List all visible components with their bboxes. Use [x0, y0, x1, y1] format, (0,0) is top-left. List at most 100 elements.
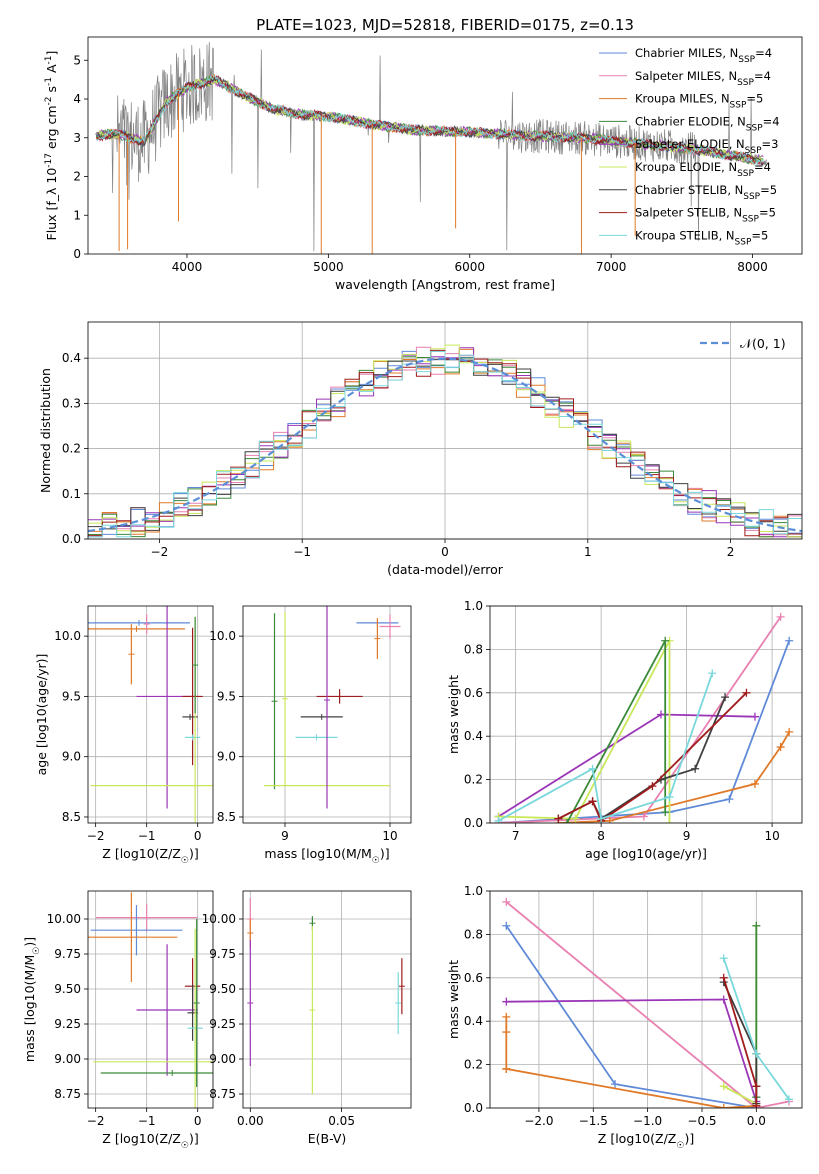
plot-area-age_vs_Z: [88, 606, 213, 823]
axes-age_vs_Z: −2 −1 0 8.5 9.0 9.5 10.0 Z [log10(Z/Z☉)] age [lo…: [34, 605, 214, 866]
x-tick-label: 0: [194, 1114, 202, 1128]
x-tick-label: 4000: [172, 260, 203, 274]
x-tick-label: −1.5: [579, 1114, 608, 1128]
y-tick-label: 0.0: [62, 532, 81, 546]
x-tick-label: 8: [597, 829, 605, 843]
plus-marker: [656, 710, 665, 719]
plus-marker: [502, 1028, 511, 1037]
axes-mass_weight_vs_age: 7 8 9 10 0.0 0.2 0.4 0.6 0.8 1.0 age [log10(age/yr…: [446, 599, 803, 861]
plus-marker: [502, 997, 511, 1006]
x-tick-label: 9: [683, 829, 691, 843]
plus-marker: [752, 1101, 761, 1108]
y-axis-label: mass weight: [446, 675, 461, 754]
plus-marker: [784, 1095, 793, 1104]
plus-marker: [725, 795, 734, 804]
plus-marker: [752, 1082, 761, 1091]
plus-marker: [562, 819, 571, 823]
plot-area-residuals: [88, 344, 802, 538]
plus-marker: [665, 792, 674, 801]
x-axis-label: Z [log10(Z/Z☉)]: [102, 1131, 198, 1151]
plus-marker: [588, 797, 597, 806]
y-tick-label: 0: [73, 247, 81, 261]
y-tick-label: 0.8: [464, 927, 483, 941]
y-tick-label: 8.75: [209, 1087, 236, 1101]
plus-marker: [494, 816, 503, 823]
y-tick-label: 10.00: [47, 912, 81, 926]
figure-title: PLATE=1023, MJD=52818, FIBERID=0175, z=0…: [256, 16, 634, 34]
y-tick-label: 9.0: [62, 750, 81, 764]
plus-marker: [776, 612, 785, 621]
legend-label: Salpeter MILES, NSSP=4: [635, 69, 771, 88]
x-tick-label: 1: [584, 545, 592, 559]
y-tick-label: 5: [73, 53, 81, 67]
y-tick-label: 0.2: [464, 1058, 483, 1072]
y-tick-label: 0.2: [62, 442, 81, 456]
x-tick-label: 9: [281, 829, 289, 843]
y-tick-label: 1.0: [464, 599, 483, 613]
x-tick-label: 7: [512, 829, 520, 843]
plus-marker: [571, 814, 580, 823]
x-tick-label: 0: [441, 545, 449, 559]
plus-marker: [611, 1080, 620, 1089]
y-tick-label: 9.00: [54, 1052, 81, 1066]
model-spectrum-kroupa_stelib: [96, 74, 764, 166]
y-tick-label: 1: [73, 208, 81, 222]
y-tick-label: 4: [73, 92, 81, 106]
legend-label: Salpeter STELIB, NSSP=5: [635, 206, 776, 225]
plot-area-mass_vs_EBV: [247, 898, 405, 1094]
y-axis-label: Normed distribution: [38, 368, 53, 493]
y-tick-label: 8.75: [54, 1087, 81, 1101]
plus-marker: [719, 1104, 728, 1108]
axes-mass_vs_Z: −2 −1 0 8.75 9.00 9.25 9.50 9.75 10.00 Z [log10(Z…: [22, 890, 214, 1151]
plus-marker: [721, 693, 730, 702]
plus-marker: [708, 669, 717, 678]
legend-label: Kroupa STELIB, NSSP=5: [635, 228, 768, 247]
x-tick-label: 2: [727, 545, 735, 559]
legend-label: Chabrier STELIB, NSSP=5: [635, 183, 777, 202]
weight-line-chabrier_miles: [498, 640, 791, 823]
y-tick-label: 0.6: [464, 686, 483, 700]
y-tick-label: 9.50: [209, 982, 236, 996]
plus-marker: [752, 921, 761, 930]
plus-marker: [639, 812, 648, 821]
x-tick-label: 0.05: [328, 1114, 355, 1128]
y-tick-label: 0.4: [464, 729, 483, 743]
plus-marker: [648, 782, 657, 791]
plus-marker: [742, 688, 751, 697]
legend-label: Chabrier MILES, NSSP=4: [635, 46, 772, 65]
axes-mass_weight_vs_Z: −2.0 −1.5 −1.0 −0.5 0.0 0.0 0.2 0.4 0.6 0.8 1.0 Z […: [446, 884, 803, 1151]
axes-frame: [87, 605, 214, 824]
histogram-chabrier_elodie: [88, 356, 802, 538]
plus-marker: [750, 712, 759, 721]
plus-marker: [502, 1012, 511, 1021]
x-tick-label: 8000: [737, 260, 768, 274]
y-tick-label: 8.5: [217, 810, 236, 824]
axes-frame: [242, 605, 412, 824]
x-axis-label: wavelength [Angstrom, rest frame]: [335, 277, 555, 292]
y-tick-label: 9.5: [217, 689, 236, 703]
y-tick-label: 0.1: [62, 487, 81, 501]
x-tick-label: −2: [87, 1114, 105, 1128]
y-tick-label: 0.4: [62, 351, 81, 365]
y-tick-label: 0.6: [464, 971, 483, 985]
x-axis-label: age [log10(age/yr)]: [585, 846, 707, 861]
weight-line-kroupa_elodie: [498, 640, 671, 823]
plus-marker: [719, 995, 728, 1004]
plus-marker: [554, 814, 563, 823]
axes-spectrum: 4000 5000 6000 7000 8000 0 1 2 3 4 5 wavelength [An…: [44, 36, 803, 292]
axes-frame: [87, 321, 803, 540]
y-tick-label: 10.00: [202, 912, 236, 926]
plus-marker: [597, 814, 606, 823]
y-tick-label: 8.5: [62, 810, 81, 824]
y-tick-label: 0.8: [464, 642, 483, 656]
x-tick-label: −0.5: [687, 1114, 716, 1128]
plot-area-mass_vs_Z: [88, 892, 213, 1108]
axes-frame: [489, 890, 803, 1109]
x-tick-label: 0: [194, 829, 202, 843]
y-tick-label: 9.75: [209, 947, 236, 961]
y-tick-label: 0.0: [464, 816, 483, 830]
axes-frame: [242, 890, 412, 1109]
plus-marker: [502, 897, 511, 906]
plus-marker: [661, 636, 670, 645]
